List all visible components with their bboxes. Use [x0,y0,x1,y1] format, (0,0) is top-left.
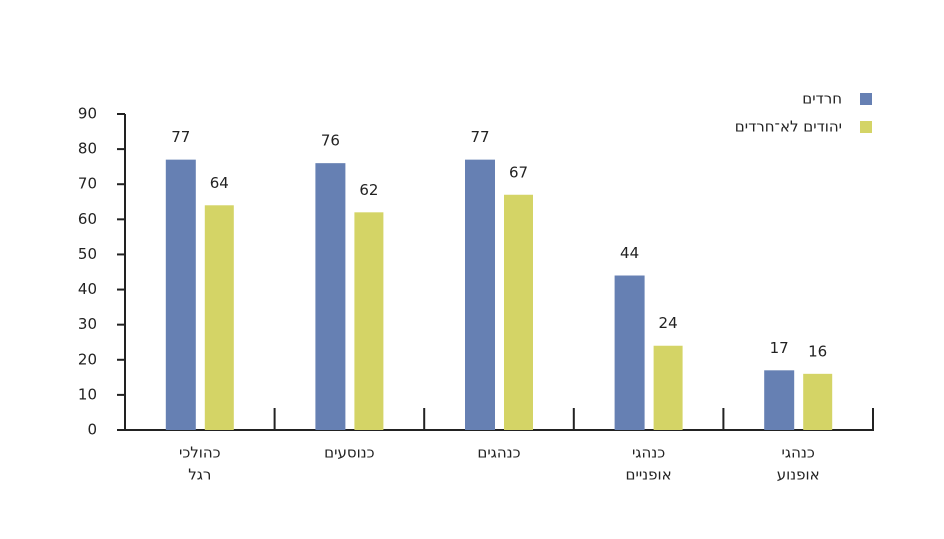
bar [315,163,346,430]
data-label: 77 [470,128,489,146]
data-label: 16 [808,342,827,360]
data-label: 77 [171,128,190,146]
y-tick-label: 40 [78,280,97,298]
data-label: 67 [509,163,528,181]
x-tick-label: אופנוע [777,466,820,484]
y-tick-label: 50 [78,245,97,263]
data-label: 44 [620,244,639,262]
y-tick-label: 80 [78,140,97,158]
x-tick-label: כנהגי [782,444,815,462]
x-tick-label: רגל [188,466,211,484]
bar [803,373,833,430]
data-label: 76 [321,132,340,150]
legend-swatch [860,93,872,105]
bar [764,370,795,430]
bar [165,159,196,430]
bar [465,159,495,430]
y-tick-label: 20 [78,350,97,368]
y-tick-label: 90 [78,105,97,123]
bar [614,275,645,430]
data-label: 62 [359,181,378,199]
bar [354,212,384,430]
x-tick-label: כנוסעים [324,444,375,462]
bar [204,205,234,430]
data-label: 64 [210,174,229,192]
bar [653,345,683,430]
y-tick-label: 0 [87,421,97,439]
legend-label: יהודים לא־חרדים [735,118,842,136]
y-tick-label: 30 [78,315,97,333]
bar [504,194,533,430]
x-tick-label: כנהגים [477,444,520,462]
y-tick-label: 60 [78,210,97,228]
y-tick-label: 70 [78,175,97,193]
x-tick-label: אופניים [626,466,672,484]
x-tick-label: כהולכי [179,444,221,462]
data-label: 17 [770,339,789,357]
legend-label: חרדים [802,90,842,108]
y-tick-label: 10 [78,385,97,403]
legend-swatch [860,121,872,133]
x-tick-label: כנהגי [632,444,665,462]
data-label: 24 [659,314,678,332]
